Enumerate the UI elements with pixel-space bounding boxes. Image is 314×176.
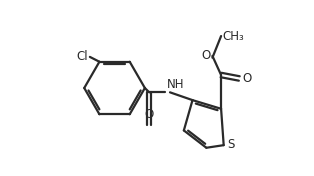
Text: Cl: Cl bbox=[77, 50, 88, 63]
Text: O: O bbox=[242, 72, 251, 85]
Text: O: O bbox=[144, 108, 154, 121]
Text: O: O bbox=[201, 49, 210, 62]
Text: CH₃: CH₃ bbox=[223, 30, 245, 43]
Text: S: S bbox=[228, 138, 235, 151]
Text: NH: NH bbox=[166, 78, 184, 91]
